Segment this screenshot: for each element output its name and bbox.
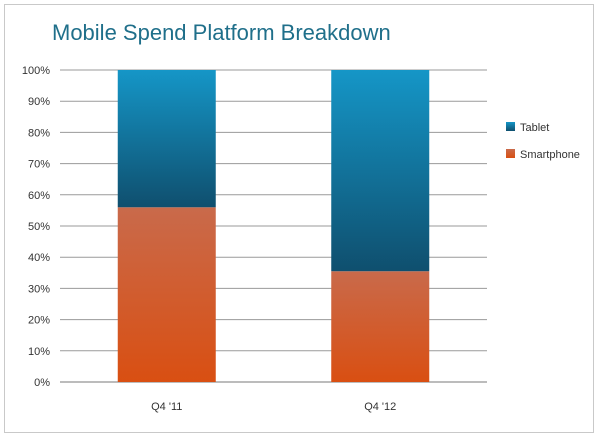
y-tick-label-8: 80% (28, 127, 50, 139)
y-tick-label-5: 50% (28, 221, 50, 233)
bar-tablet-1 (331, 70, 430, 272)
y-tick-label-3: 30% (28, 283, 50, 295)
chart-frame (4, 4, 594, 433)
legend-label-tablet: Tablet (520, 122, 549, 134)
y-tick-label-0: 0% (34, 377, 50, 389)
y-tick-label-6: 60% (28, 190, 50, 202)
y-tick-label-7: 70% (28, 159, 50, 171)
legend-swatch-tablet (506, 122, 515, 131)
bar-tablet-0 (117, 70, 216, 208)
y-tick-label-2: 20% (28, 315, 50, 327)
legend-label-smartphone: Smartphone (520, 149, 580, 161)
y-tick-label-9: 90% (28, 96, 50, 108)
y-tick-label-4: 40% (28, 252, 50, 264)
bar-smartphone-0 (117, 207, 216, 382)
legend-swatch-smartphone (506, 149, 515, 158)
y-tick-label-1: 10% (28, 346, 50, 358)
x-category-label-0: Q4 '11 (151, 401, 182, 413)
x-category-label-1: Q4 '12 (364, 401, 396, 413)
chart-title: Mobile Spend Platform Breakdown (52, 20, 391, 45)
y-tick-label-10: 100% (22, 65, 50, 77)
bar-smartphone-1 (331, 271, 430, 382)
